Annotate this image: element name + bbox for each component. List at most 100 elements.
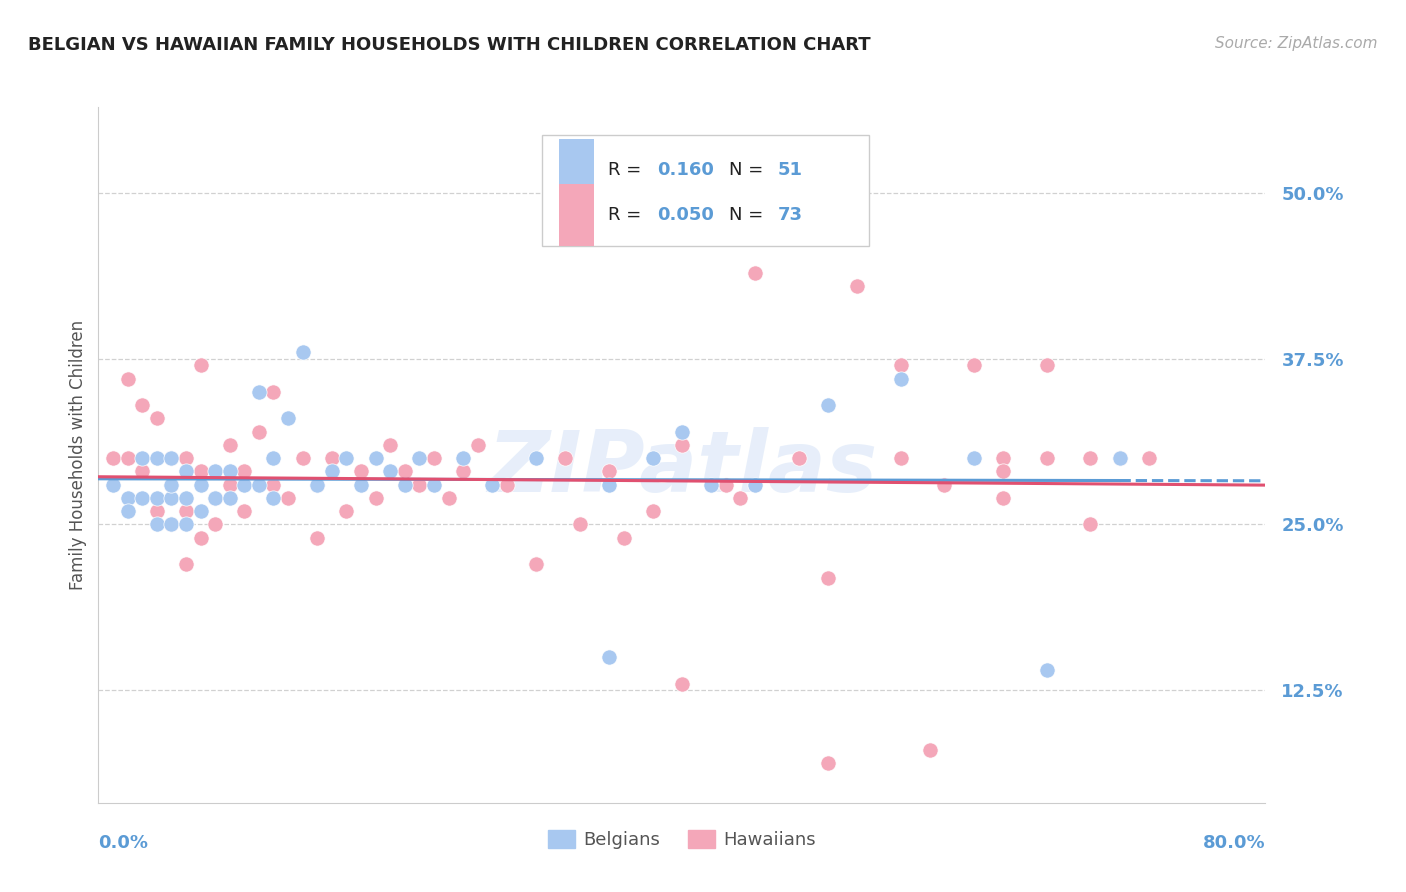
Point [174,517,197,532]
Point [598,650,620,665]
Text: R =: R = [609,161,647,179]
Point [190,504,212,518]
Point [1035,451,1057,466]
Point [335,504,357,518]
Point [641,451,664,466]
Point [817,756,839,770]
Point [846,279,869,293]
Point [481,477,503,491]
Text: N =: N = [728,161,769,179]
Point [730,491,752,505]
Point [160,477,183,491]
Text: 0.160: 0.160 [658,161,714,179]
Point [160,451,183,466]
Point [671,425,693,439]
Point [204,491,226,505]
Point [233,465,256,479]
Point [174,491,197,505]
Point [394,465,416,479]
Point [918,743,941,757]
Point [890,372,912,386]
Point [131,465,153,479]
Point [160,451,183,466]
Point [350,465,373,479]
Point [233,504,256,518]
Point [335,451,357,466]
FancyBboxPatch shape [541,135,869,246]
Point [364,491,387,505]
Point [1035,359,1057,373]
Point [307,477,329,491]
Point [262,384,284,399]
Point [934,477,956,491]
Point [146,451,169,466]
Text: 80.0%: 80.0% [1202,834,1265,852]
Point [700,477,723,491]
Point [714,477,737,491]
Point [307,477,329,491]
Text: BELGIAN VS HAWAIIAN FAMILY HOUSEHOLDS WITH CHILDREN CORRELATION CHART: BELGIAN VS HAWAIIAN FAMILY HOUSEHOLDS WI… [28,36,870,54]
Point [524,558,547,572]
Point [247,477,270,491]
Point [451,465,474,479]
Point [962,451,984,466]
Point [146,517,169,532]
Point [277,491,299,505]
Point [101,451,124,466]
Point [190,359,212,373]
Point [568,517,591,532]
Point [160,517,183,532]
Point [467,438,489,452]
Point [1080,451,1102,466]
Point [1137,451,1160,466]
Legend: Belgians, Hawaiians: Belgians, Hawaiians [540,822,824,856]
Point [262,491,284,505]
Point [962,359,984,373]
Point [204,465,226,479]
Point [218,438,240,452]
Point [160,477,183,491]
Point [291,451,314,466]
Point [787,451,810,466]
Point [744,266,766,280]
Text: Source: ZipAtlas.com: Source: ZipAtlas.com [1215,36,1378,51]
Point [160,491,183,505]
Text: ZIPatlas: ZIPatlas [486,427,877,510]
Point [408,451,430,466]
Point [598,465,620,479]
Text: 0.050: 0.050 [658,206,714,224]
Point [117,451,139,466]
Point [247,384,270,399]
Point [817,570,839,584]
Point [744,477,766,491]
Y-axis label: Family Households with Children: Family Households with Children [69,320,87,590]
Point [117,491,139,505]
Point [641,504,664,518]
Point [174,558,197,572]
Point [218,465,240,479]
Point [117,372,139,386]
Point [423,477,446,491]
FancyBboxPatch shape [560,139,595,202]
Point [233,477,256,491]
Point [160,517,183,532]
Point [408,477,430,491]
Point [291,345,314,359]
Point [524,558,547,572]
Point [364,451,387,466]
Point [451,465,474,479]
FancyBboxPatch shape [560,184,595,246]
Point [321,451,343,466]
Text: 73: 73 [778,206,803,224]
Text: 51: 51 [778,161,803,179]
Point [204,517,226,532]
Point [1108,451,1130,466]
Point [496,477,519,491]
Point [174,451,197,466]
Point [380,465,402,479]
Point [277,411,299,425]
Point [307,531,329,545]
Point [817,398,839,412]
Point [218,477,240,491]
Point [218,491,240,505]
